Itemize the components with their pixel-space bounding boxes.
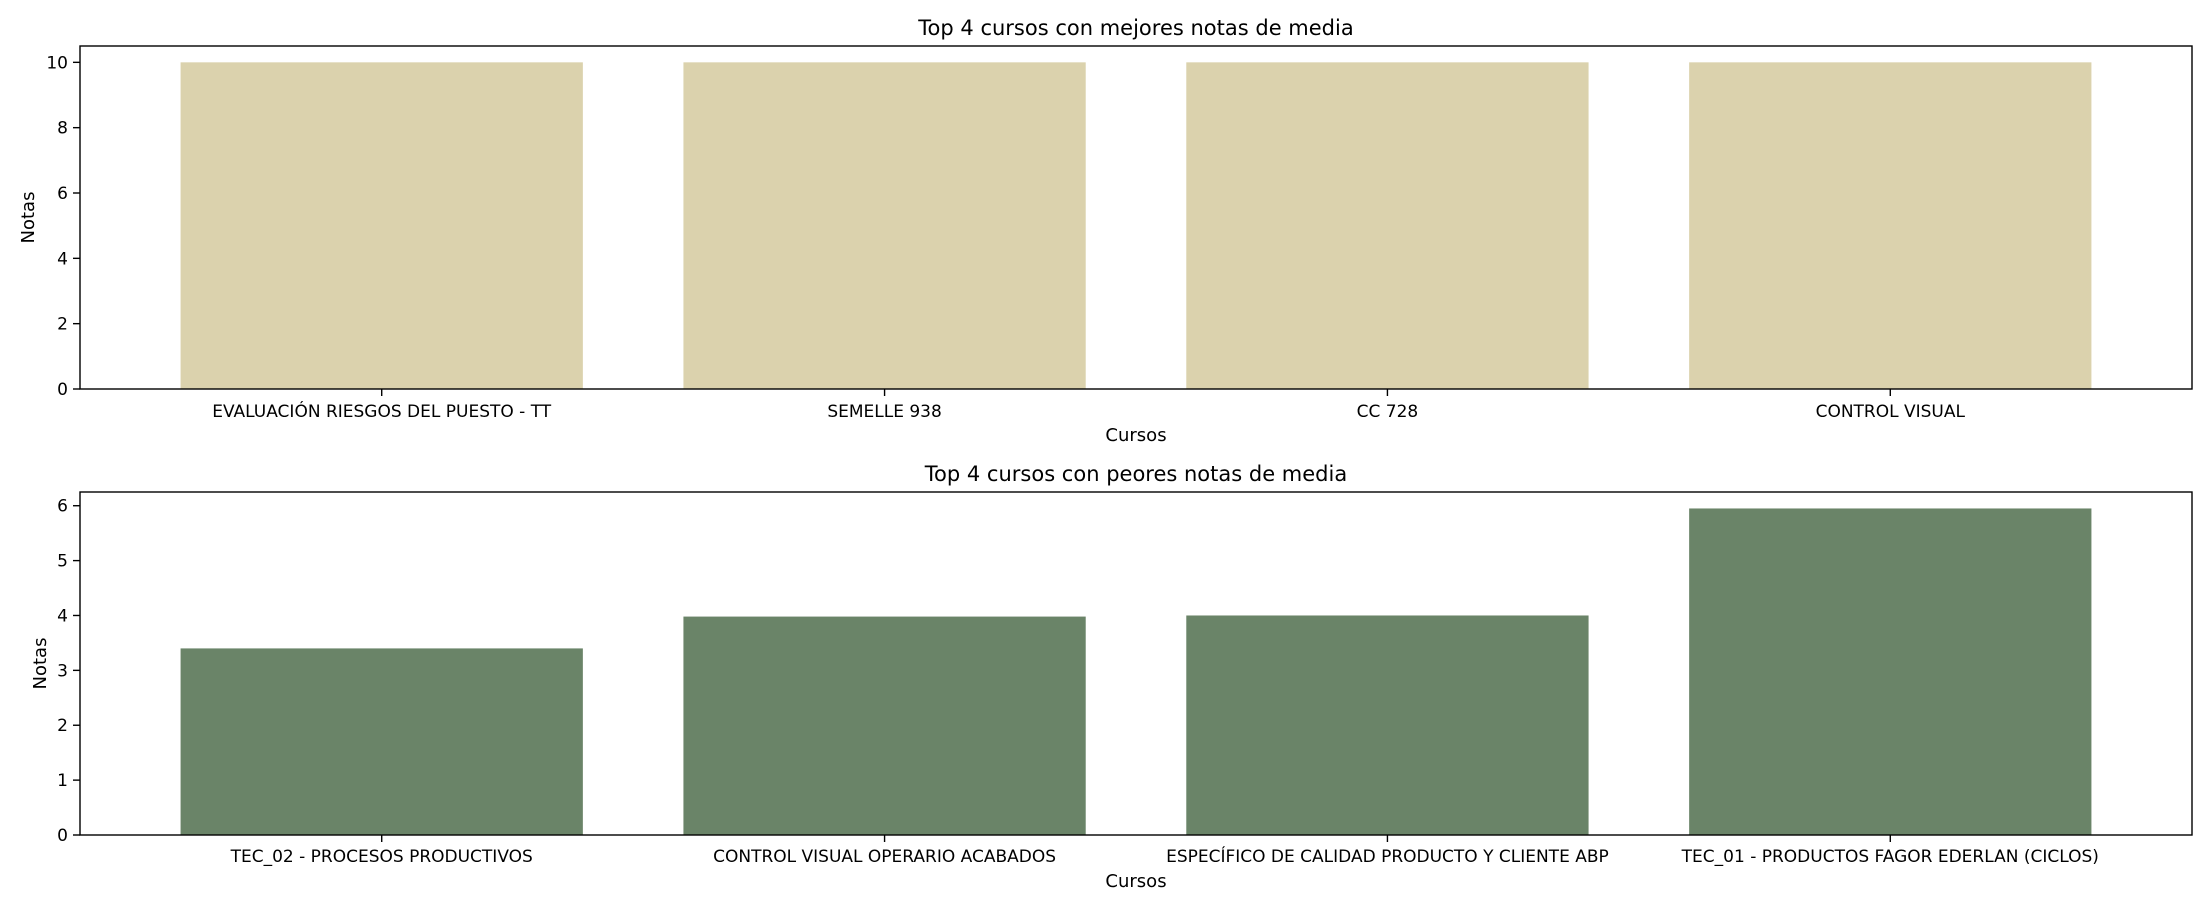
chart-1-ytick-label-4: 4 — [57, 606, 68, 626]
chart-1-xlabel: Cursos — [1105, 871, 1166, 892]
chart-1-xtick-label-3: TEC_01 - PRODUCTOS FAGOR EDERLAN (CICLOS… — [1681, 847, 2099, 867]
chart-0-bar-3 — [1689, 62, 2092, 389]
chart-0-ytick-label-5: 10 — [46, 53, 68, 73]
chart-1-ytick-label-3: 3 — [57, 661, 68, 681]
chart-0-title: Top 4 cursos con mejores notas de media — [917, 16, 1353, 40]
chart-0-bar-1 — [683, 62, 1086, 389]
chart-0-ytick-label-2: 4 — [57, 249, 68, 269]
chart-0-xlabel: Cursos — [1105, 425, 1166, 446]
chart-0-ytick-label-4: 8 — [57, 119, 68, 139]
chart-1-xtick-label-1: CONTROL VISUAL OPERARIO ACABADOS — [713, 847, 1056, 867]
chart-1-plot-frame — [79, 491, 2193, 836]
chart-0-bar-0 — [180, 62, 583, 389]
chart-0-xtick-label-0: EVALUACIÓN RIESGOS DEL PUESTO - TT — [212, 400, 552, 422]
chart-1-xtick-label-2: ESPECÍFICO DE CALIDAD PRODUCTO Y CLIENTE… — [1166, 845, 1609, 867]
chart-0-ytick-label-0: 0 — [57, 380, 68, 400]
chart-1-bar-0 — [180, 648, 583, 835]
chart-0-xtick-label-3: CONTROL VISUAL — [1816, 402, 1966, 422]
chart-1-ytick-label-6: 6 — [57, 497, 68, 517]
chart-0-xtick-label-2: CC 728 — [1357, 402, 1419, 422]
chart-0-plot-frame — [79, 45, 2193, 390]
chart-1-ytick-label-2: 2 — [57, 716, 68, 736]
chart-1-bar-2 — [1186, 615, 1589, 835]
chart-1-bar-3 — [1689, 508, 2092, 835]
chart-1-ylabel: Notas — [30, 638, 51, 690]
chart-0-xtick-label-1: SEMELLE 938 — [827, 402, 941, 422]
chart-1-ytick-label-1: 1 — [57, 771, 68, 791]
chart-0-bar-2 — [1186, 62, 1589, 389]
chart-0-ytick-label-1: 2 — [57, 315, 68, 335]
chart-1-ytick-label-0: 0 — [57, 826, 68, 846]
chart-1-bar-1 — [683, 616, 1086, 835]
chart-0-ylabel: Notas — [18, 192, 39, 244]
chart-1-title: Top 4 cursos con peores notas de media — [924, 462, 1347, 486]
chart-1-xtick-label-0: TEC_02 - PROCESOS PRODUCTIVOS — [230, 847, 533, 867]
chart-0-ytick-label-3: 6 — [57, 184, 68, 204]
chart-1-ytick-label-5: 5 — [57, 552, 68, 572]
